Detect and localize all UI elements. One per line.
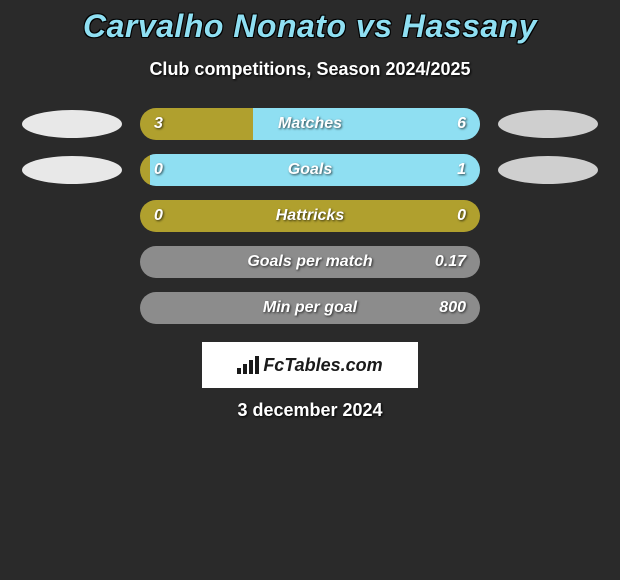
stat-bar: 36Matches bbox=[140, 108, 480, 140]
stat-left-value: 3 bbox=[154, 108, 163, 140]
stats-list: 36Matches01Goals00Hattricks0.17Goals per… bbox=[0, 108, 620, 324]
stat-bar-left-segment bbox=[140, 200, 480, 232]
stat-bar-right-segment bbox=[140, 292, 480, 324]
stat-right-value: 800 bbox=[439, 292, 466, 324]
stat-row: 00Hattricks bbox=[0, 200, 620, 232]
player2-ellipse bbox=[498, 156, 598, 184]
stat-bar: 01Goals bbox=[140, 154, 480, 186]
stat-right-value: 6 bbox=[457, 108, 466, 140]
stat-left-value: 0 bbox=[154, 200, 163, 232]
stat-right-value: 0 bbox=[457, 200, 466, 232]
stat-right-value: 0.17 bbox=[435, 246, 466, 278]
player1-ellipse bbox=[22, 156, 122, 184]
stat-row: 01Goals bbox=[0, 154, 620, 186]
page-title: Carvalho Nonato vs Hassany bbox=[0, 8, 620, 45]
stat-bar-right-segment bbox=[150, 154, 480, 186]
logo-box: FcTables.com bbox=[202, 342, 418, 388]
stat-row: 36Matches bbox=[0, 108, 620, 140]
stat-row: 800Min per goal bbox=[0, 292, 620, 324]
page-subtitle: Club competitions, Season 2024/2025 bbox=[0, 59, 620, 80]
stat-bar: 0.17Goals per match bbox=[140, 246, 480, 278]
stat-bar-left-segment bbox=[140, 154, 150, 186]
player2-ellipse bbox=[498, 110, 598, 138]
stat-right-value: 1 bbox=[457, 154, 466, 186]
logo: FcTables.com bbox=[237, 355, 382, 376]
stat-left-value: 0 bbox=[154, 154, 163, 186]
stat-bar: 00Hattricks bbox=[140, 200, 480, 232]
stat-bar: 800Min per goal bbox=[140, 292, 480, 324]
stat-bar-right-segment bbox=[253, 108, 480, 140]
date-text: 3 december 2024 bbox=[0, 400, 620, 421]
comparison-chart: Carvalho Nonato vs Hassany Club competit… bbox=[0, 0, 620, 421]
stat-bar-right-segment bbox=[140, 246, 480, 278]
stat-row: 0.17Goals per match bbox=[0, 246, 620, 278]
player1-ellipse bbox=[22, 110, 122, 138]
logo-text: FcTables.com bbox=[263, 355, 382, 376]
bar-chart-icon bbox=[237, 356, 259, 374]
